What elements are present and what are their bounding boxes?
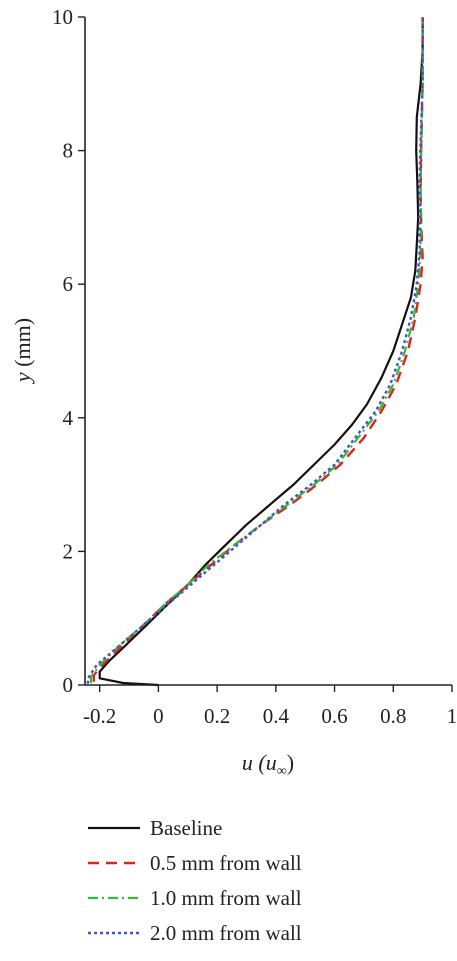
x-tick-label: 0.4	[263, 704, 290, 728]
x-tick-label: 0.8	[380, 704, 406, 728]
y-axis-label-unit: (mm)	[10, 318, 35, 372]
x-tick-label: 0.6	[321, 704, 347, 728]
x-tick-label: 0	[153, 704, 164, 728]
x-axis-label-unit: (u	[258, 750, 276, 775]
x-tick-label: 1	[447, 704, 457, 728]
legend-label-3: 1.0 mm from wall	[150, 886, 302, 910]
series-line-1	[98, 17, 424, 687]
y-tick-label: 4	[63, 406, 74, 430]
legend-label-1: Baseline	[150, 816, 222, 840]
y-tick-label: 8	[63, 139, 74, 163]
x-axis-label-var: u	[242, 750, 253, 775]
y-axis-label-var: y	[10, 372, 35, 384]
y-axis-label: y (mm)	[10, 318, 35, 384]
x-axis-label-close: )	[287, 750, 294, 775]
legend-label-4: 2.0 mm from wall	[150, 921, 302, 945]
series-line-4	[86, 17, 424, 684]
y-tick-label: 2	[63, 539, 74, 563]
legend: Baseline 0.5 mm from wall 1.0 mm from wall…	[88, 816, 302, 945]
y-tick-label: 0	[63, 673, 74, 697]
y-tick-label: 10	[52, 5, 73, 29]
series-line-2	[92, 17, 424, 682]
legend-label-2: 0.5 mm from wall	[150, 851, 302, 875]
x-axis-label: u (u∞)	[242, 750, 294, 779]
x-tick-label: -0.2	[83, 704, 116, 728]
y-tick-label: 6	[63, 272, 74, 296]
series-layer	[86, 17, 424, 687]
x-tick-label: 0.2	[204, 704, 230, 728]
series-line-3	[89, 17, 424, 683]
x-axis-label-subscript: ∞	[277, 764, 287, 779]
